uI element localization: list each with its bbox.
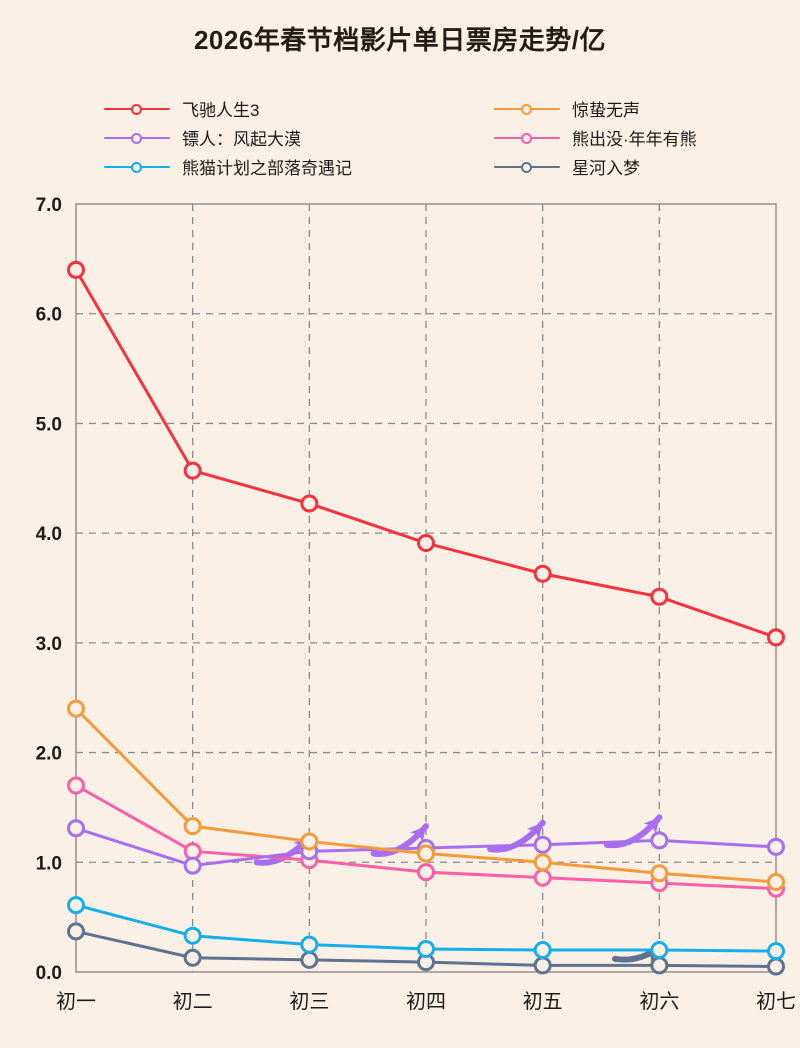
legend-label: 熊猫计划之部落奇遇记 xyxy=(182,159,352,178)
data-point-marker xyxy=(533,868,552,887)
data-point-marker xyxy=(650,956,669,975)
data-point-marker xyxy=(183,817,202,836)
legend-label: 飞驰人生3 xyxy=(182,101,260,120)
data-point-marker xyxy=(767,957,785,976)
legend-item[interactable]: 镖人：风起大漠 xyxy=(104,123,494,152)
legend-label: 镖人：风起大漠 xyxy=(182,130,301,149)
data-point-marker xyxy=(67,260,85,279)
data-point-marker xyxy=(300,494,319,513)
legend-label: 惊蛰无声 xyxy=(572,101,640,120)
legend-line-marker-icon xyxy=(494,129,560,147)
y-axis-tick-label: 4.0 xyxy=(36,524,62,545)
data-point-marker xyxy=(300,935,319,954)
y-axis-tick-label: 7.0 xyxy=(36,195,62,216)
y-axis-tick-label: 2.0 xyxy=(36,744,62,765)
arrow-head xyxy=(410,826,426,843)
data-point-marker xyxy=(67,922,85,941)
legend-line-marker-icon xyxy=(104,129,170,147)
x-axis-tick-label: 初六 xyxy=(639,990,679,1013)
chart-legend: 飞驰人生3 惊蛰无声镖人：风起大漠 熊出没·年年有熊熊猫计划之部落奇遇记 星河入梦 xyxy=(104,94,724,181)
data-point-marker xyxy=(533,853,552,872)
data-point-marker xyxy=(767,837,785,856)
y-axis-tick-label: 0.0 xyxy=(36,963,62,984)
data-point-marker xyxy=(650,941,669,960)
data-point-marker xyxy=(650,831,669,850)
data-point-marker xyxy=(650,864,669,883)
data-point-marker xyxy=(533,835,552,854)
legend-item[interactable]: 熊猫计划之部落奇遇记 xyxy=(104,152,494,181)
data-point-marker xyxy=(533,941,552,960)
x-axis-tick-label: 初三 xyxy=(289,990,329,1013)
arrow-head xyxy=(526,822,543,840)
legend-item[interactable]: 星河入梦 xyxy=(494,152,744,181)
legend-item[interactable]: 惊蛰无声 xyxy=(494,94,744,123)
data-point-marker xyxy=(767,942,785,961)
y-axis-tick-label: 5.0 xyxy=(36,414,62,435)
y-axis-tick-label: 3.0 xyxy=(36,634,62,655)
data-point-marker xyxy=(417,863,435,882)
data-point-marker xyxy=(533,956,552,975)
data-point-marker xyxy=(67,896,85,915)
legend-item[interactable]: 飞驰人生3 xyxy=(104,94,494,123)
data-point-marker xyxy=(67,699,85,718)
data-point-marker xyxy=(183,842,202,861)
data-point-marker xyxy=(300,950,319,969)
y-axis-tick-label: 1.0 xyxy=(36,853,62,874)
series-line xyxy=(67,896,785,961)
x-axis-tick-label: 初一 xyxy=(56,990,96,1013)
series-line xyxy=(67,922,785,976)
data-point-marker xyxy=(183,948,202,967)
trend-arrow-4-annotation-icon xyxy=(603,814,663,849)
legend-line-marker-icon xyxy=(104,100,170,118)
legend-line-marker-icon xyxy=(494,100,560,118)
data-point-marker xyxy=(533,564,552,583)
data-point-marker xyxy=(650,587,669,606)
x-axis-tick-label: 初七 xyxy=(756,990,796,1013)
data-point-marker xyxy=(767,628,785,647)
arrow-head xyxy=(643,817,660,834)
data-point-marker xyxy=(183,926,202,945)
x-axis-tick-label: 初二 xyxy=(173,990,213,1013)
x-axis-tick-label: 初四 xyxy=(406,990,446,1013)
legend-label: 星河入梦 xyxy=(572,159,640,178)
x-axis-tick-label: 初五 xyxy=(523,990,563,1013)
data-point-marker xyxy=(767,873,785,892)
series-line xyxy=(67,819,785,875)
legend-line-marker-icon xyxy=(494,158,560,176)
y-axis-tick-label: 6.0 xyxy=(36,305,62,326)
legend-item[interactable]: 熊出没·年年有熊 xyxy=(494,123,744,152)
series-line xyxy=(67,699,785,892)
series-line xyxy=(67,260,785,647)
data-point-marker xyxy=(67,819,85,838)
data-point-marker xyxy=(417,844,435,863)
data-point-marker xyxy=(183,461,202,480)
data-point-marker xyxy=(183,856,202,875)
data-point-marker xyxy=(300,832,319,851)
chart-title: 2026年春节档影片单日票房走势/亿 xyxy=(193,25,607,55)
data-point-marker xyxy=(417,939,435,958)
legend-line-marker-icon xyxy=(104,158,170,176)
data-point-marker xyxy=(67,776,85,795)
data-point-marker xyxy=(417,534,435,553)
legend-label: 熊出没·年年有熊 xyxy=(572,130,697,149)
